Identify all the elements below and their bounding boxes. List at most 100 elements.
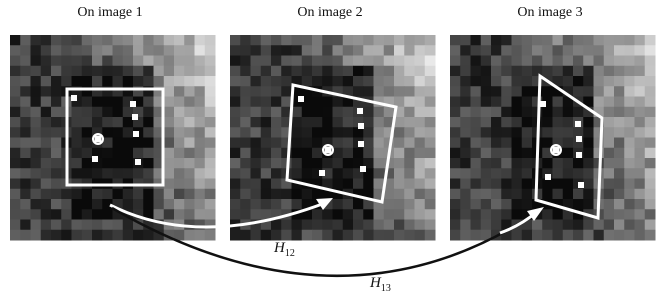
image-pixel (563, 230, 574, 241)
image-pixel (512, 35, 523, 46)
image-pixel (604, 107, 615, 118)
image-pixel (174, 138, 185, 149)
image-pixel (542, 230, 553, 241)
image-pixel (174, 86, 185, 97)
image-pixel (645, 76, 656, 87)
image-pixel (205, 45, 216, 56)
image-pixel (261, 138, 272, 149)
image-pixel (415, 76, 426, 87)
image-pixel (205, 179, 216, 190)
image-pixel (353, 148, 364, 159)
image-pixel (522, 138, 533, 149)
image-pixel (292, 158, 303, 169)
image-pixel (501, 97, 512, 108)
image-pixel (20, 179, 31, 190)
image-pixel (230, 107, 241, 118)
image-pixel (31, 107, 42, 118)
image-pixel (240, 107, 251, 118)
image-pixel (604, 158, 615, 169)
image-pixel (553, 35, 564, 46)
image-pixel (635, 35, 646, 46)
image-pixel (230, 76, 241, 87)
image-pixel (471, 220, 482, 231)
image-pixel (271, 76, 282, 87)
image-pixel (491, 189, 502, 200)
image-pixel (292, 189, 303, 200)
image-pixel (302, 220, 313, 231)
image-pixel (614, 230, 625, 241)
image-pixel (374, 220, 385, 231)
image-pixel (92, 230, 103, 241)
image-pixel (450, 35, 461, 46)
image-pixel (10, 66, 21, 77)
image-pixel (404, 66, 415, 77)
image-pixel (512, 97, 523, 108)
image-pixel (450, 56, 461, 67)
image-pixel (133, 168, 144, 179)
image-pixel (174, 199, 185, 210)
image-pixel (522, 45, 533, 56)
image-pixel (471, 199, 482, 210)
image-pixel (384, 209, 395, 220)
image-pixel (205, 168, 216, 179)
image-pixel (20, 168, 31, 179)
image-pixel (51, 209, 62, 220)
image-pixel (322, 158, 333, 169)
image-pixel (501, 127, 512, 138)
image-pixel (82, 158, 93, 169)
image-pixel (604, 168, 615, 179)
image-pixel (322, 117, 333, 128)
image-pixel (491, 76, 502, 87)
image-pixel (394, 209, 405, 220)
image-pixel (645, 220, 656, 231)
image-pixel (10, 230, 21, 241)
image-pixel (230, 117, 241, 128)
image-pixel (563, 148, 574, 159)
image-pixel (251, 189, 262, 200)
image-pixel (343, 107, 354, 118)
image-pixel (102, 148, 113, 159)
image-pixel (415, 35, 426, 46)
image-pixel (614, 220, 625, 231)
image-pixel (41, 127, 52, 138)
image-pixel (425, 189, 436, 200)
image-pixel (251, 148, 262, 159)
image-pixel (522, 76, 533, 87)
image-pixel (261, 117, 272, 128)
image-pixel (240, 189, 251, 200)
image-pixel (450, 66, 461, 77)
image-pixel (251, 66, 262, 77)
image-pixel (491, 148, 502, 159)
image-pixel (604, 117, 615, 128)
image-pixel (363, 86, 374, 97)
image-pixel (143, 56, 154, 67)
image-pixel (522, 179, 533, 190)
image-pixel (542, 209, 553, 220)
image-pixel (394, 168, 405, 179)
image-pixel (614, 158, 625, 169)
image-pixel (645, 45, 656, 56)
image-pixel (624, 97, 635, 108)
image-pixel (491, 86, 502, 97)
image-pixel (363, 107, 374, 118)
image-pixel (195, 35, 206, 46)
image-pixel (195, 86, 206, 97)
image-pixel (174, 148, 185, 159)
image-pixel (583, 138, 594, 149)
image-pixel (614, 97, 625, 108)
image-pixel (573, 66, 584, 77)
image-pixel (460, 199, 471, 210)
image-pixel (240, 86, 251, 97)
image-pixel (481, 56, 492, 67)
image-pixel (343, 56, 354, 67)
image-pixel (164, 56, 175, 67)
image-pixel (583, 158, 594, 169)
image-pixel (82, 148, 93, 159)
image-pixel (512, 199, 523, 210)
image-pixel (374, 107, 385, 118)
image-pixel (82, 56, 93, 67)
image-pixel (425, 179, 436, 190)
image-pixel (261, 189, 272, 200)
image-pixel (512, 56, 523, 67)
image-pixel (82, 220, 93, 231)
